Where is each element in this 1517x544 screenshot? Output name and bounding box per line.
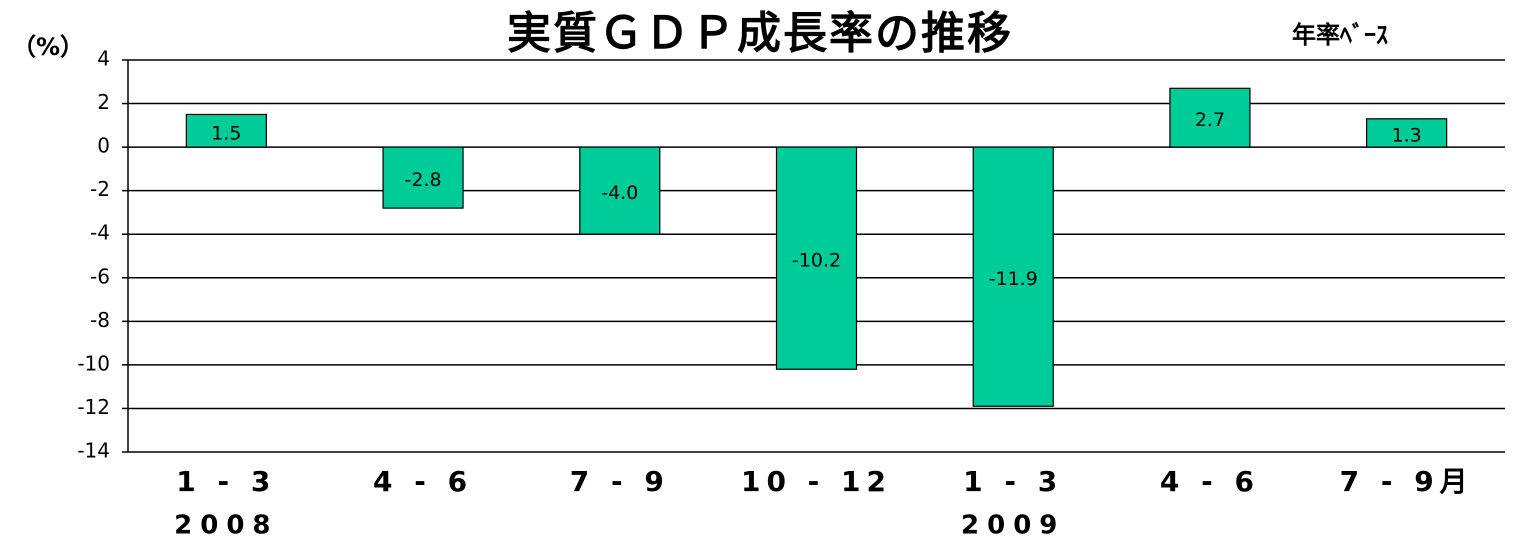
y-tick-label: -6 [90,264,110,288]
y-tick-label: 2 [97,90,110,114]
x-tick-label: 10 - 12 [741,465,892,498]
bar [382,146,464,209]
value-label: -10.2 [792,250,841,272]
bar [1169,87,1251,148]
x-tick-label: 1 - 3 [963,465,1063,498]
bar [1366,118,1448,148]
value-label: 2.7 [1195,109,1225,131]
x-tick-label: 1 - 3 [176,465,276,498]
value-label: 1.5 [211,122,241,144]
y-tick-label: -2 [90,177,110,201]
value-label: -2.8 [405,169,442,191]
bar [185,113,267,148]
chart-title: 実質ＧＤＰ成長率の推移 [507,8,1013,59]
y-tick-label: -14 [77,439,110,463]
bar [579,146,661,235]
value-label: -11.9 [989,268,1038,290]
value-label: -4.0 [601,182,638,204]
y-tick-label: -8 [90,308,110,332]
x-tick-label: 7 - 9月 [1340,465,1474,498]
year-label: 2009 [961,511,1065,541]
y-tick-label: 0 [97,134,110,158]
x-tick-label: 4 - 6 [1160,465,1260,498]
y-axis-label: （%） [12,33,84,61]
x-tick-label: 7 - 9 [570,465,670,498]
y-tick-label: -12 [77,395,110,419]
bar [775,146,858,370]
y-tick-label: -10 [77,351,110,375]
bar [972,146,1054,407]
chart-subtitle: 年率ﾍﾞｰｽ [1292,21,1388,49]
y-tick-label: -4 [90,221,110,245]
x-tick-label: 4 - 6 [373,465,473,498]
value-label: 1.3 [1392,124,1422,146]
year-label: 2008 [174,511,278,541]
y-tick-label: 4 [97,47,110,71]
